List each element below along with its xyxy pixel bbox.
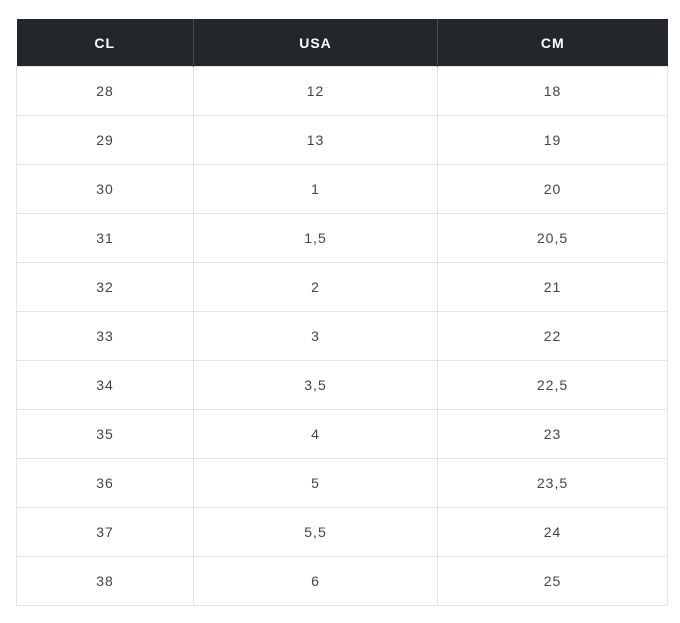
cell-usa: 1,5: [193, 213, 438, 263]
cell-cl: 32: [16, 262, 194, 312]
header-cl: CL: [16, 19, 194, 67]
cell-usa: 6: [193, 556, 438, 606]
table-row: 36 5 23,5: [16, 458, 668, 508]
header-cm: CM: [437, 19, 668, 67]
cell-cl: 29: [16, 115, 194, 165]
table-row: 37 5,5 24: [16, 507, 668, 557]
cell-usa: 3,5: [193, 360, 438, 410]
cell-usa: 4: [193, 409, 438, 459]
table-row: 35 4 23: [16, 409, 668, 459]
cell-usa: 2: [193, 262, 438, 312]
table-header: CL USA CM: [16, 19, 668, 67]
cell-cm: 21: [437, 262, 668, 312]
cell-cl: 35: [16, 409, 194, 459]
cell-cl: 36: [16, 458, 194, 508]
table-row: 32 2 21: [16, 262, 668, 312]
cell-usa: 13: [193, 115, 438, 165]
size-table: CL USA CM 28 12 18 29 13 19 30 1 20 31: [16, 19, 668, 606]
cell-cm: 25: [437, 556, 668, 606]
header-row: CL USA CM: [16, 19, 668, 67]
cell-cl: 31: [16, 213, 194, 263]
cell-cm: 18: [437, 66, 668, 116]
table-row: 38 6 25: [16, 556, 668, 606]
table-body: 28 12 18 29 13 19 30 1 20 31 1,5 20,5 32: [16, 66, 668, 606]
table-row: 34 3,5 22,5: [16, 360, 668, 410]
cell-cm: 19: [437, 115, 668, 165]
cell-cl: 34: [16, 360, 194, 410]
cell-cm: 22: [437, 311, 668, 361]
cell-usa: 5: [193, 458, 438, 508]
header-usa: USA: [193, 19, 438, 67]
cell-cm: 20,5: [437, 213, 668, 263]
size-chart: CL USA CM 28 12 18 29 13 19 30 1 20 31: [16, 19, 668, 606]
cell-usa: 1: [193, 164, 438, 214]
cell-cm: 23,5: [437, 458, 668, 508]
cell-cm: 23: [437, 409, 668, 459]
table-row: 29 13 19: [16, 115, 668, 165]
cell-usa: 12: [193, 66, 438, 116]
cell-usa: 5,5: [193, 507, 438, 557]
cell-cm: 22,5: [437, 360, 668, 410]
cell-cl: 38: [16, 556, 194, 606]
cell-usa: 3: [193, 311, 438, 361]
table-row: 33 3 22: [16, 311, 668, 361]
cell-cl: 33: [16, 311, 194, 361]
cell-cl: 30: [16, 164, 194, 214]
table-row: 30 1 20: [16, 164, 668, 214]
cell-cm: 20: [437, 164, 668, 214]
table-row: 31 1,5 20,5: [16, 213, 668, 263]
cell-cl: 28: [16, 66, 194, 116]
cell-cm: 24: [437, 507, 668, 557]
cell-cl: 37: [16, 507, 194, 557]
table-row: 28 12 18: [16, 66, 668, 116]
